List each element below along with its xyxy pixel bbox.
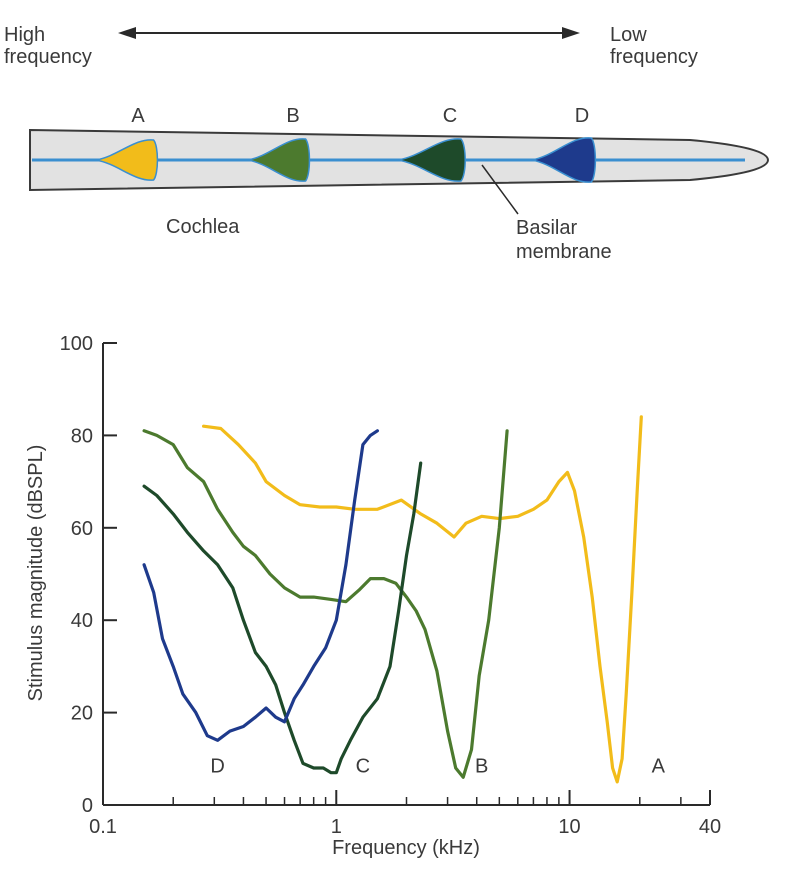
- series-line-c: [142, 461, 423, 775]
- tuning-curve-chart: 0 20 40 60 80 100 0.1 1 10 40 D C B A Frequency (kHz…: [25, 333, 721, 859]
- high-frequency-label: High frequency: [4, 24, 144, 68]
- position-label-a: A: [131, 105, 145, 127]
- x-tick-label: 1: [331, 816, 342, 838]
- membrane-pointer-line: [481, 164, 519, 215]
- curve-label-b: B: [475, 756, 488, 778]
- wave-envelopes: [95, 137, 597, 183]
- frequency-direction-arrow: [118, 27, 580, 39]
- membrane-label: membrane: [516, 241, 612, 263]
- x-tick-label: 0.1: [89, 816, 117, 838]
- series-line-b: [142, 429, 509, 779]
- y-tick-label: 100: [60, 333, 93, 355]
- series-line-d: [142, 429, 379, 742]
- chart-series: [142, 415, 643, 784]
- low-frequency-line2: frequency: [610, 46, 698, 68]
- x-axis-label: Frequency (kHz): [332, 837, 480, 859]
- y-tick-label: 40: [71, 610, 93, 632]
- wave-envelope-a: [95, 139, 159, 181]
- wave-envelope-d: [531, 137, 597, 183]
- high-frequency-line1: High: [4, 24, 46, 46]
- chart-axes: [102, 343, 710, 806]
- curve-label-c: C: [356, 756, 370, 778]
- high-frequency-line2: frequency: [4, 46, 92, 68]
- y-axis-label: Stimulus magnitude (dBSPL): [25, 445, 47, 702]
- curve-label-d: D: [210, 756, 224, 778]
- chart-ticks: 0 20 40 60 80 100 0.1 1 10 40: [60, 333, 722, 838]
- y-tick-label: 20: [71, 703, 93, 725]
- low-frequency-line1: Low: [610, 24, 647, 46]
- low-frequency-label: Low frequency: [610, 24, 750, 68]
- basilar-label: Basilar: [516, 217, 577, 239]
- y-tick-label: 80: [71, 425, 93, 447]
- y-tick-label: 60: [71, 518, 93, 540]
- cochlea-label: Cochlea: [166, 216, 240, 238]
- series-line-a: [202, 415, 643, 784]
- x-tick-label: 40: [699, 816, 721, 838]
- wave-envelope-c: [397, 138, 466, 182]
- wave-envelope-b: [247, 138, 311, 182]
- position-label-c: C: [443, 105, 457, 127]
- position-label-b: B: [286, 105, 299, 127]
- x-tick-label: 10: [558, 816, 580, 838]
- curve-label-a: A: [652, 756, 666, 778]
- position-label-d: D: [575, 105, 589, 127]
- y-tick-label: 0: [82, 795, 93, 817]
